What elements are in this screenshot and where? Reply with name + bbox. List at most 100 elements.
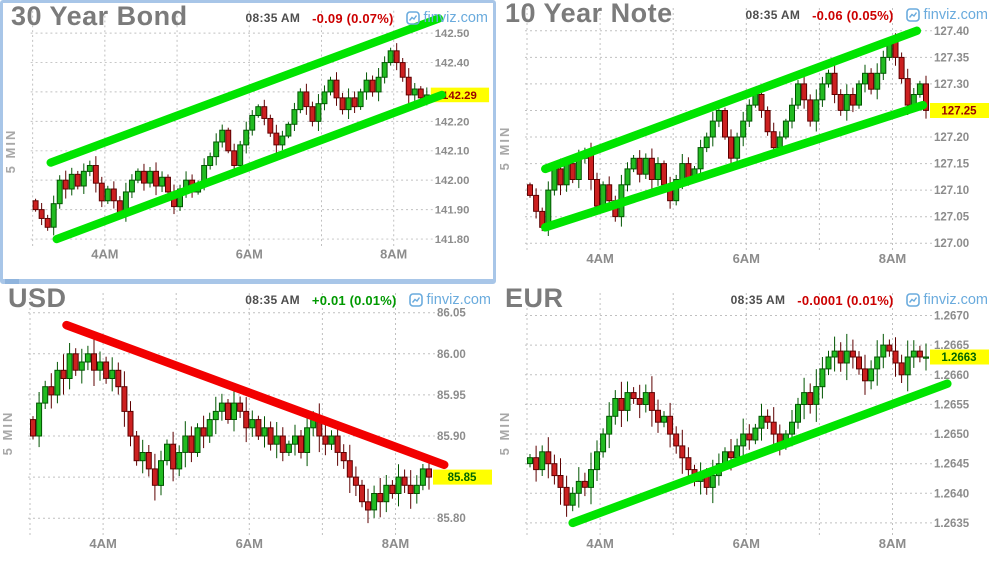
finviz-logo-icon: [905, 293, 920, 307]
svg-text:8AM: 8AM: [879, 251, 906, 266]
candles: [527, 333, 929, 517]
svg-text:8AM: 8AM: [382, 536, 409, 551]
interval-label: 5 MIN: [3, 128, 18, 174]
candlestick-chart[interactable]: 127.40 127.35 127.30 127.25 127.20 127.15 127.…: [497, 0, 993, 284]
candles: [30, 338, 432, 524]
svg-text:141.80: 141.80: [435, 234, 470, 246]
x-axis-labels: 4AM 6AM 8AM: [89, 536, 409, 551]
svg-text:127.40: 127.40: [934, 26, 969, 38]
finviz-logo-icon: [905, 8, 920, 22]
finviz-link-label: finviz.com: [423, 10, 488, 26]
svg-text:1.2663: 1.2663: [941, 352, 976, 364]
svg-text:85.85: 85.85: [448, 472, 477, 484]
svg-text:127.25: 127.25: [941, 106, 977, 118]
svg-text:1.2665: 1.2665: [934, 340, 970, 352]
finviz-link-label: finviz.com: [923, 7, 988, 23]
svg-text:8AM: 8AM: [380, 247, 407, 262]
svg-text:85.95: 85.95: [437, 390, 466, 402]
last-price-badge: 127.25: [930, 103, 989, 118]
candlestick-chart[interactable]: 142.50142.40142.30142.20142.10142.00141.…: [3, 3, 493, 279]
quote-change: -0.09 (0.07%): [312, 10, 394, 26]
finviz-logo-icon: [408, 293, 423, 307]
trendline: [62, 320, 449, 470]
trendline: [52, 90, 447, 244]
chart-panel-10-year-note[interactable]: 127.40 127.35 127.30 127.25 127.20 127.15 127.…: [497, 0, 993, 284]
x-axis-labels: 4AM 6AM 8AM: [91, 247, 407, 262]
svg-text:4AM: 4AM: [586, 251, 613, 266]
finviz-link-label: finviz.com: [923, 292, 988, 308]
svg-text:142.00: 142.00: [435, 175, 470, 187]
svg-text:4AM: 4AM: [89, 536, 116, 551]
svg-text:85.80: 85.80: [437, 513, 466, 525]
svg-text:6AM: 6AM: [236, 247, 263, 262]
svg-text:1.2640: 1.2640: [934, 488, 969, 500]
quote-change: -0.0001 (0.01%): [797, 292, 894, 308]
finviz-link-label: finviz.com: [426, 292, 491, 308]
resize-handle[interactable]: [5, 279, 19, 284]
finviz-link[interactable]: finviz.com: [905, 292, 988, 308]
last-price-badge: 142.29: [430, 87, 490, 103]
chart-title: 30 Year Bond: [11, 1, 188, 31]
grid: [28, 293, 435, 537]
svg-text:127.35: 127.35: [934, 52, 970, 64]
finviz-link[interactable]: finviz.com: [405, 10, 488, 26]
svg-text:86.05: 86.05: [437, 308, 466, 320]
svg-text:127.30: 127.30: [934, 79, 969, 91]
trendline: [541, 100, 928, 232]
svg-text:1.2670: 1.2670: [934, 311, 969, 323]
finviz-link[interactable]: finviz.com: [905, 7, 988, 23]
x-axis-labels: 4AM 6AM 8AM: [586, 536, 906, 551]
svg-text:86.00: 86.00: [437, 349, 466, 361]
y-axis-labels: 127.40127.35127.30127.25127.20127.15127.…: [934, 26, 970, 250]
chart-title: EUR: [505, 283, 564, 313]
svg-text:8AM: 8AM: [879, 536, 906, 551]
candlestick-chart[interactable]: 86.05 86.00 85.95 85.90 85.85 85.80 4AM 6AM 8AM8…: [0, 285, 496, 569]
quote-change: +0.01 (0.01%): [311, 292, 397, 308]
candles: [527, 33, 929, 236]
finviz-link[interactable]: finviz.com: [408, 292, 491, 308]
svg-text:6AM: 6AM: [733, 251, 760, 266]
svg-text:127.00: 127.00: [934, 238, 969, 250]
svg-text:1.2635: 1.2635: [934, 518, 970, 530]
quote-change: -0.06 (0.05%): [812, 7, 894, 23]
chart-panel-usd[interactable]: 86.05 86.00 85.95 85.90 85.85 85.80 4AM 6AM 8AM8…: [0, 283, 496, 569]
svg-text:127.15: 127.15: [934, 159, 970, 171]
quote-time: 08:35 AM: [245, 293, 300, 307]
x-axis-labels: 4AM 6AM 8AM: [586, 251, 906, 266]
quote-time: 08:35 AM: [745, 8, 801, 22]
svg-text:141.90: 141.90: [435, 205, 470, 217]
chart-title: USD: [8, 283, 67, 313]
candles: [32, 43, 430, 236]
svg-text:142.40: 142.40: [435, 58, 470, 70]
svg-text:142.10: 142.10: [435, 146, 470, 158]
svg-text:6AM: 6AM: [733, 536, 760, 551]
y-axis-labels: 1.2670 1.2665 1.2660 1.2655 1.2650 1.2645 1.26…: [934, 311, 970, 530]
last-price-badge: 1.2663: [930, 349, 989, 365]
trendline: [46, 14, 443, 167]
quote-time: 08:35 AM: [730, 293, 786, 307]
chart-title: 10 Year Note: [505, 0, 673, 28]
svg-text:127.05: 127.05: [934, 212, 970, 224]
svg-text:142.20: 142.20: [435, 116, 470, 128]
last-price-badge: 85.85: [433, 469, 492, 485]
trendline: [568, 379, 952, 528]
svg-text:127.10: 127.10: [934, 185, 969, 197]
svg-text:127.20: 127.20: [934, 132, 969, 144]
svg-text:4AM: 4AM: [586, 536, 613, 551]
svg-text:1.2650: 1.2650: [934, 429, 969, 441]
interval-label: 5 MIN: [497, 125, 512, 171]
trendline: [541, 26, 922, 174]
chart-panel-30-year-bond[interactable]: 142.50142.40142.30142.20142.10142.00141.…: [0, 0, 496, 284]
grid: [525, 293, 932, 537]
interval-label: 5 MIN: [497, 410, 512, 456]
svg-text:1.2660: 1.2660: [934, 370, 969, 382]
chart-panel-eur[interactable]: 1.2670 1.2665 1.2660 1.2655 1.2650 1.2645 1.26…: [497, 283, 993, 569]
svg-text:142.29: 142.29: [442, 90, 477, 102]
svg-text:142.50: 142.50: [435, 28, 470, 40]
svg-text:1.2645: 1.2645: [934, 459, 970, 471]
candlestick-chart[interactable]: 1.2670 1.2665 1.2660 1.2655 1.2650 1.2645 1.26…: [497, 285, 993, 569]
finviz-logo-icon: [405, 11, 420, 25]
quote-time: 08:35 AM: [245, 11, 301, 25]
svg-text:85.90: 85.90: [437, 431, 466, 443]
